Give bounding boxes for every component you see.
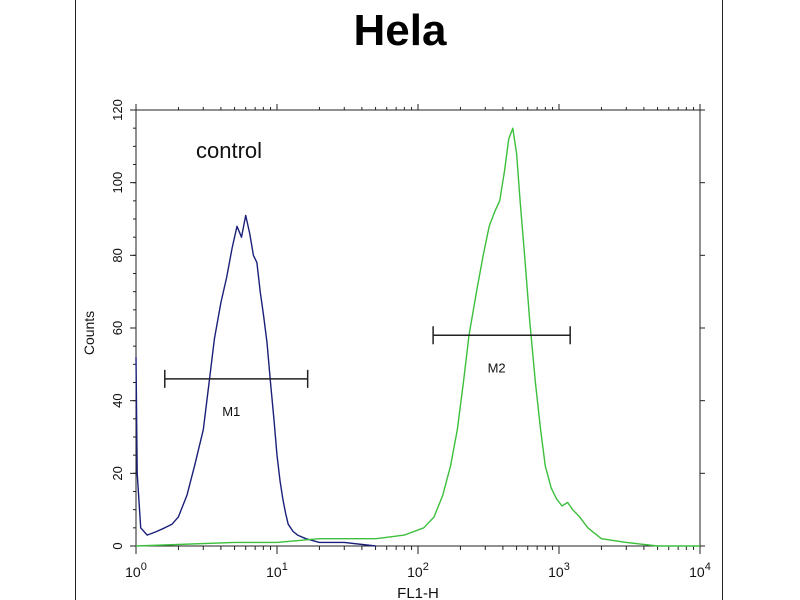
y-tick-label: 60 (110, 321, 125, 335)
x-tick-label: 101 (266, 561, 288, 580)
x-tick-label: 104 (689, 561, 711, 580)
y-tick-label: 0 (110, 542, 125, 549)
y-tick-label: 20 (110, 466, 125, 480)
x-tick-label: 100 (125, 561, 147, 580)
marker-label: M2 (488, 360, 506, 375)
x-tick-label: 102 (407, 561, 429, 580)
series-line-0 (135, 214, 376, 547)
axes: 0 20 40 60 80 100 120 100 101 102 103 104 (110, 99, 711, 580)
y-tick-label: 120 (110, 99, 125, 121)
chart-title: Hela (353, 6, 447, 55)
markers-layer: M1 M2 (164, 326, 571, 419)
plot-area-border (135, 109, 701, 547)
y-axis-label: Counts (81, 311, 97, 355)
y-tick-label: 100 (110, 172, 125, 194)
x-axis-label: FL1-H (397, 585, 439, 600)
control-label: control (196, 138, 262, 163)
marker-label: M1 (222, 404, 240, 419)
x-tick-label: 103 (548, 561, 570, 580)
series-line-1 (135, 127, 700, 547)
y-tick-label: 80 (110, 248, 125, 262)
figure-frame (75, 0, 723, 600)
series-layer (135, 127, 700, 547)
y-tick-label: 40 (110, 393, 125, 407)
